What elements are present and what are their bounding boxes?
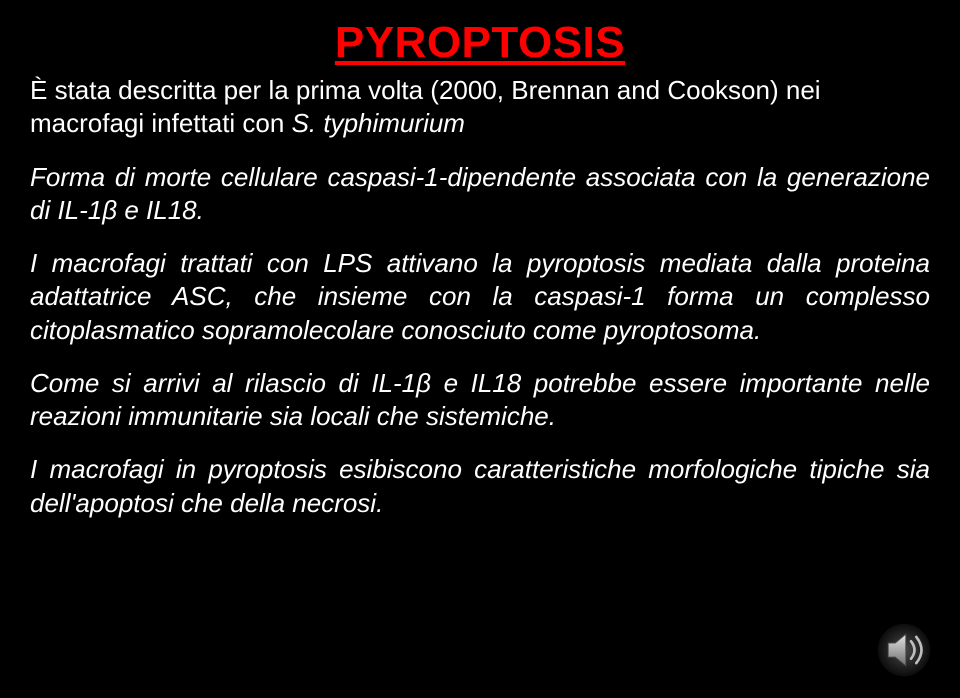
audio-speaker-icon[interactable] (876, 622, 932, 678)
paragraph-4: I macrofagi in pyroptosis esibiscono car… (30, 453, 930, 520)
intro-species-name: S. typhimurium (292, 108, 465, 138)
paragraph-2: I macrofagi trattati con LPS attivano la… (30, 247, 930, 347)
paragraph-3: Come si arrivi al rilascio di IL-1β e IL… (30, 367, 930, 434)
intro-paragraph: È stata descritta per la prima volta (20… (30, 74, 930, 141)
paragraph-1: Forma di morte cellulare caspasi-1-dipen… (30, 161, 930, 228)
slide-title: PYROPTOSIS (30, 18, 930, 68)
